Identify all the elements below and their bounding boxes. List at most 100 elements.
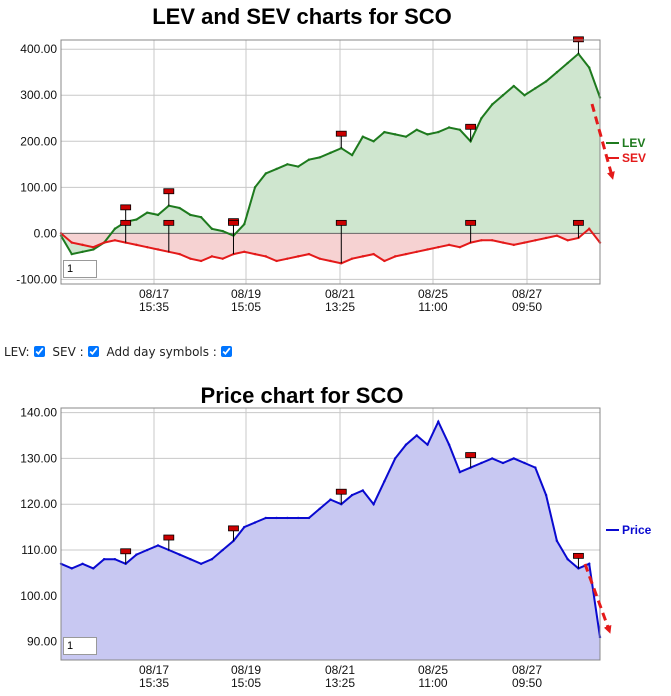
lev-point	[210, 227, 214, 230]
lev-point	[318, 156, 321, 159]
price-point	[146, 548, 149, 552]
price-point	[178, 553, 181, 556]
lev-point	[523, 94, 526, 97]
sev-day-marker	[163, 219, 175, 226]
lev-point	[253, 186, 257, 189]
sev-point	[81, 243, 84, 247]
sev-point	[491, 239, 494, 242]
lev-toggle-checkbox[interactable]	[33, 346, 45, 357]
lev-point	[404, 135, 408, 138]
lev-point	[383, 130, 386, 134]
lev-chart-title: LEV and SEV charts for SCO	[152, 4, 452, 29]
sev-point	[361, 255, 365, 258]
price-point	[243, 525, 246, 529]
sev-point	[415, 250, 418, 253]
lev-point	[588, 66, 591, 69]
x-tick-date: 08/25	[418, 663, 448, 677]
price-point	[512, 457, 515, 460]
sev-point	[588, 227, 591, 230]
sev-point	[544, 236, 548, 240]
sev-toggle-label: SEV :	[52, 345, 84, 359]
sev-point	[156, 248, 160, 251]
price-point	[447, 443, 451, 446]
lev-point	[92, 248, 95, 251]
lev-point	[426, 133, 429, 136]
price-point	[264, 516, 268, 520]
sev-point	[555, 234, 559, 237]
lev-day-marker	[465, 123, 477, 130]
x-tick-time: 09:50	[512, 300, 542, 314]
x-tick-date: 08/21	[325, 287, 355, 301]
legend-price-label: Price	[622, 523, 652, 537]
lev-chart-legend: LEV SEV	[606, 136, 646, 165]
x-tick-time: 15:05	[231, 300, 261, 314]
x-tick-date: 08/25	[418, 287, 448, 301]
price-day-marker	[228, 525, 239, 532]
price-point	[275, 516, 278, 520]
price-chart-zoom-input[interactable]	[63, 637, 97, 655]
sev-point	[243, 250, 246, 253]
price-chart-legend: Price	[606, 523, 652, 537]
sev-point	[501, 241, 505, 244]
lev-point	[372, 140, 375, 143]
x-tick-time: 11:00	[418, 300, 447, 314]
price-point	[534, 466, 537, 469]
price-point	[199, 562, 203, 565]
y-tick-label: 400.00	[20, 42, 57, 56]
sev-point	[253, 252, 257, 256]
price-day-marker	[163, 534, 175, 541]
price-point	[426, 443, 429, 446]
x-tick-time: 15:35	[139, 676, 169, 690]
sev-point	[318, 257, 321, 260]
lev-point	[350, 153, 354, 157]
sev-point	[102, 241, 106, 244]
price-point	[221, 548, 224, 552]
sev-day-marker	[573, 219, 584, 226]
sev-point	[307, 252, 311, 256]
price-point	[102, 558, 106, 561]
lev-point	[275, 167, 278, 171]
x-tick-date: 08/21	[325, 663, 355, 677]
sev-point	[383, 259, 386, 263]
price-point	[189, 558, 192, 561]
sev-toggle-checkbox[interactable]	[87, 346, 99, 357]
price-point	[383, 480, 386, 483]
lev-chart-zoom-input[interactable]	[63, 260, 97, 278]
x-tick-time: 15:35	[139, 300, 169, 314]
lev-point	[307, 158, 311, 161]
price-day-marker	[465, 452, 477, 458]
price-point	[544, 493, 548, 497]
y-tick-label: 130.00	[20, 451, 57, 465]
price-point	[253, 521, 257, 524]
day-symbols-toggle-label: Add day symbols :	[106, 345, 217, 359]
sev-point	[329, 259, 332, 263]
x-tick-time: 13:25	[325, 300, 355, 314]
lev-day-marker	[120, 204, 132, 211]
lev-point	[243, 222, 246, 226]
price-point	[501, 461, 505, 465]
lev-point	[555, 71, 559, 74]
day-symbols-toggle-checkbox[interactable]	[220, 346, 232, 357]
price-point	[113, 558, 117, 561]
y-tick-label: 90.00	[27, 635, 57, 649]
sev-area	[61, 228, 600, 264]
sev-point	[393, 255, 397, 258]
y-tick-label: 300.00	[20, 88, 57, 102]
sev-point	[372, 252, 375, 256]
lev-chart-plot-frame	[60, 39, 601, 285]
sev-point	[146, 245, 149, 249]
sev-point	[447, 243, 451, 247]
price-chart-plot-frame	[60, 407, 601, 661]
sev-point	[210, 255, 214, 258]
lev-point	[81, 250, 84, 253]
sev-point	[566, 239, 569, 242]
series-toggle-controls: LEV: SEV : Add day symbols :	[4, 345, 236, 359]
sev-point	[296, 255, 300, 258]
lev-point	[501, 94, 505, 97]
lev-point	[566, 61, 569, 65]
price-point	[210, 558, 214, 561]
price-point	[307, 516, 311, 520]
sev-point	[458, 245, 462, 249]
price-point	[156, 544, 160, 547]
